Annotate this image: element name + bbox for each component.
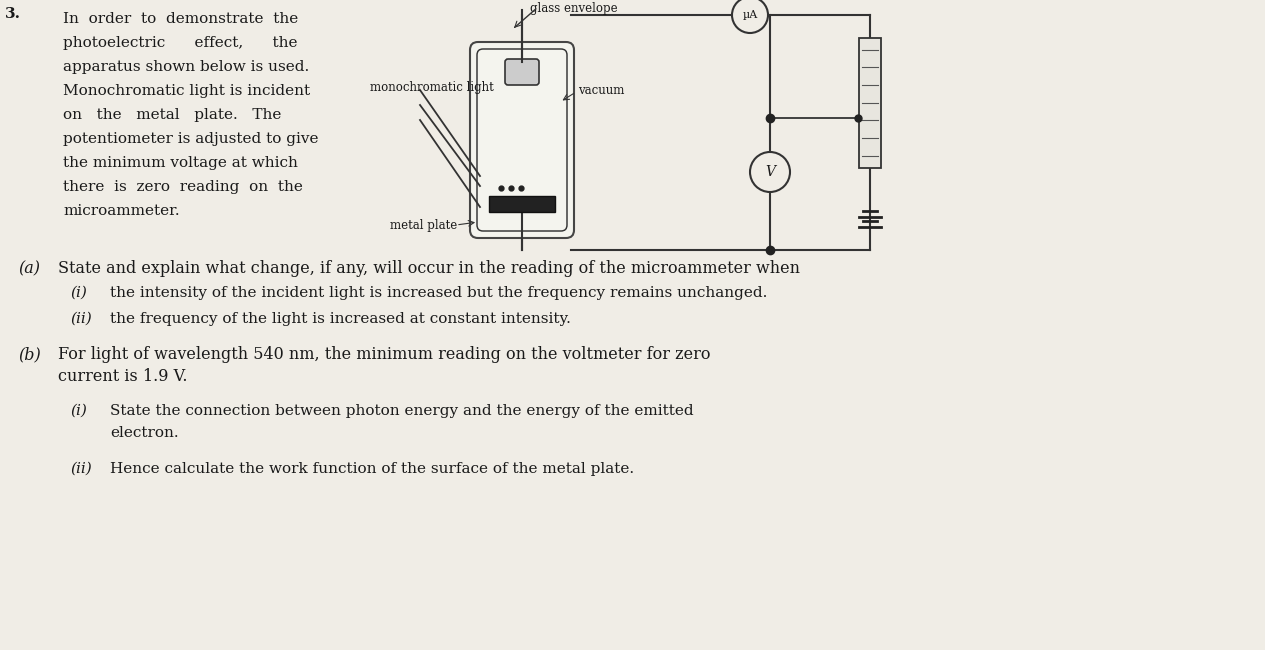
Text: microammeter.: microammeter. <box>63 204 180 218</box>
FancyBboxPatch shape <box>471 42 574 238</box>
Text: (i): (i) <box>70 286 87 300</box>
Text: (ii): (ii) <box>70 462 92 476</box>
Text: the intensity of the incident light is increased but the frequency remains uncha: the intensity of the incident light is i… <box>110 286 768 300</box>
Bar <box>859 38 880 168</box>
Text: apparatus shown below is used.: apparatus shown below is used. <box>63 60 309 74</box>
Text: vacuum: vacuum <box>578 83 625 96</box>
Text: µA: µA <box>743 10 758 20</box>
Text: 3.: 3. <box>5 7 22 21</box>
Text: photoelectric      effect,      the: photoelectric effect, the <box>63 36 297 50</box>
Text: Monochromatic light is incident: Monochromatic light is incident <box>63 84 310 98</box>
Text: Hence calculate the work function of the surface of the metal plate.: Hence calculate the work function of the… <box>110 462 634 476</box>
Text: the minimum voltage at which: the minimum voltage at which <box>63 156 297 170</box>
Text: State the connection between photon energy and the energy of the emitted: State the connection between photon ener… <box>110 404 693 418</box>
Text: (b): (b) <box>18 346 40 363</box>
Text: there  is  zero  reading  on  the: there is zero reading on the <box>63 180 302 194</box>
Text: (a): (a) <box>18 260 40 277</box>
Text: glass envelope: glass envelope <box>530 2 617 15</box>
Text: In  order  to  demonstrate  the: In order to demonstrate the <box>63 12 299 26</box>
Text: V: V <box>765 165 775 179</box>
FancyBboxPatch shape <box>505 59 539 85</box>
Text: (i): (i) <box>70 404 87 418</box>
Text: (ii): (ii) <box>70 312 92 326</box>
Text: current is 1.9 V.: current is 1.9 V. <box>58 368 187 385</box>
Text: potentiometer is adjusted to give: potentiometer is adjusted to give <box>63 132 319 146</box>
Circle shape <box>750 152 791 192</box>
Text: metal plate: metal plate <box>390 218 457 231</box>
Text: For light of wavelength 540 nm, the minimum reading on the voltmeter for zero: For light of wavelength 540 nm, the mini… <box>58 346 711 363</box>
Text: electron.: electron. <box>110 426 178 440</box>
Text: on   the   metal   plate.   The: on the metal plate. The <box>63 108 281 122</box>
Text: monochromatic light: monochromatic light <box>369 81 493 94</box>
Circle shape <box>732 0 768 33</box>
Text: State and explain what change, if any, will occur in the reading of the microamm: State and explain what change, if any, w… <box>58 260 799 277</box>
Bar <box>490 196 555 212</box>
Text: the frequency of the light is increased at constant intensity.: the frequency of the light is increased … <box>110 312 571 326</box>
